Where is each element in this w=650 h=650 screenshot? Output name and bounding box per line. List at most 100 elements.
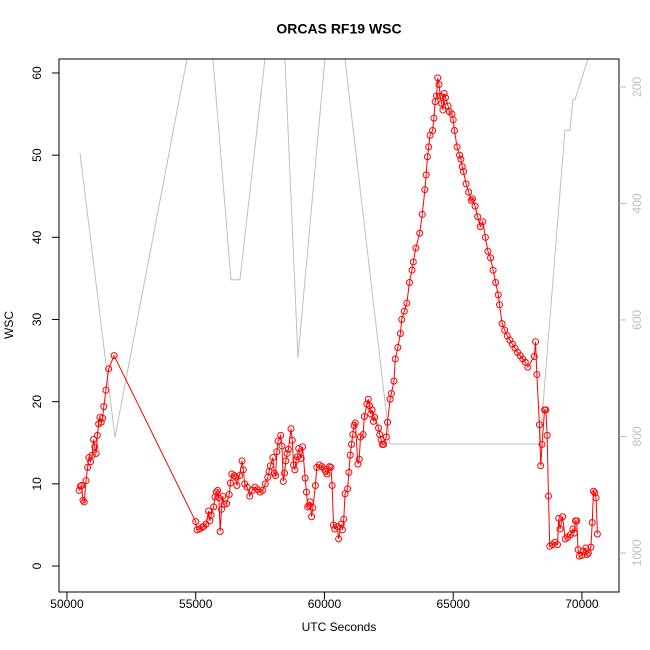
data-point bbox=[498, 320, 506, 328]
data-point bbox=[524, 363, 532, 371]
data-point bbox=[537, 462, 545, 470]
data-point bbox=[351, 419, 359, 427]
plot-box bbox=[58, 58, 620, 593]
data-point bbox=[492, 279, 500, 287]
data-point bbox=[439, 106, 447, 114]
data-point bbox=[284, 445, 292, 453]
data-point bbox=[302, 488, 310, 496]
data-point bbox=[484, 247, 492, 255]
y-tick-label: 60 bbox=[30, 66, 44, 80]
data-point bbox=[408, 266, 416, 274]
data-point bbox=[434, 74, 442, 82]
data-point bbox=[533, 371, 541, 379]
data-point bbox=[368, 406, 376, 414]
data-point bbox=[462, 180, 470, 188]
data-point bbox=[375, 424, 383, 432]
data-point bbox=[364, 395, 372, 403]
x-tick-label: 50000 bbox=[50, 597, 84, 611]
y-tick-label: 10 bbox=[30, 477, 44, 491]
data-point bbox=[216, 528, 224, 536]
data-point bbox=[87, 458, 95, 466]
data-point bbox=[281, 469, 289, 477]
data-point bbox=[489, 266, 497, 274]
data-point bbox=[380, 440, 388, 448]
data-point bbox=[479, 218, 487, 226]
data-point bbox=[487, 254, 495, 262]
data-point bbox=[306, 498, 314, 506]
data-point bbox=[238, 457, 246, 465]
data-point bbox=[400, 307, 408, 315]
data-point bbox=[438, 99, 446, 107]
data-point bbox=[440, 90, 448, 98]
data-point bbox=[266, 462, 274, 470]
data-point bbox=[430, 114, 438, 122]
data-point bbox=[243, 483, 251, 491]
data-point bbox=[207, 511, 215, 519]
data-point bbox=[226, 479, 234, 487]
data-point bbox=[97, 418, 105, 426]
y2-tick-label: 200 bbox=[630, 77, 644, 97]
data-point bbox=[423, 153, 431, 161]
data-point bbox=[232, 473, 240, 481]
data-point bbox=[421, 186, 429, 194]
data-point bbox=[391, 355, 399, 363]
data-point bbox=[323, 470, 331, 478]
data-point bbox=[481, 233, 489, 241]
data-point bbox=[269, 454, 277, 462]
data-point bbox=[230, 472, 238, 480]
data-point bbox=[449, 116, 457, 124]
data-point bbox=[409, 258, 417, 266]
data-point bbox=[88, 451, 96, 459]
x-tick-label: 65000 bbox=[437, 597, 471, 611]
data-point bbox=[453, 143, 461, 151]
data-point bbox=[418, 210, 426, 218]
data-point bbox=[335, 535, 343, 543]
data-point bbox=[578, 551, 586, 559]
data-point bbox=[559, 513, 567, 521]
data-point bbox=[494, 291, 502, 299]
data-point bbox=[501, 326, 509, 334]
data-point bbox=[355, 455, 363, 463]
y-tick-label: 20 bbox=[30, 395, 44, 409]
data-point bbox=[78, 481, 86, 489]
y2-tick-label: 600 bbox=[630, 310, 644, 330]
data-point bbox=[301, 474, 309, 482]
data-point bbox=[327, 463, 335, 471]
data-point bbox=[225, 491, 233, 499]
data-point bbox=[326, 463, 334, 471]
data-point bbox=[566, 531, 574, 539]
data-point bbox=[416, 229, 424, 237]
data-point bbox=[311, 481, 319, 489]
data-point bbox=[293, 453, 301, 461]
data-point bbox=[583, 551, 591, 559]
data-point bbox=[282, 457, 290, 465]
data-point bbox=[456, 151, 464, 159]
data-point bbox=[354, 460, 362, 468]
data-point bbox=[468, 195, 476, 203]
data-point bbox=[110, 352, 118, 360]
data-point bbox=[471, 202, 479, 210]
data-point bbox=[84, 463, 92, 471]
data-point bbox=[328, 481, 336, 489]
data-point bbox=[346, 451, 354, 459]
data-point bbox=[215, 494, 223, 502]
y2-tick-label: 400 bbox=[630, 193, 644, 213]
data-point bbox=[102, 386, 110, 394]
data-point bbox=[465, 188, 473, 196]
data-point bbox=[432, 92, 440, 100]
data-point bbox=[308, 513, 316, 521]
data-point bbox=[99, 414, 107, 422]
data-point bbox=[288, 436, 296, 444]
data-point bbox=[219, 492, 227, 500]
data-point bbox=[295, 445, 303, 453]
data-point bbox=[496, 301, 504, 309]
data-point bbox=[212, 488, 220, 496]
data-point bbox=[425, 143, 433, 151]
data-point bbox=[297, 454, 305, 462]
data-point bbox=[239, 466, 247, 474]
data-point bbox=[82, 477, 90, 485]
data-point bbox=[287, 425, 295, 433]
data-point bbox=[376, 431, 384, 439]
